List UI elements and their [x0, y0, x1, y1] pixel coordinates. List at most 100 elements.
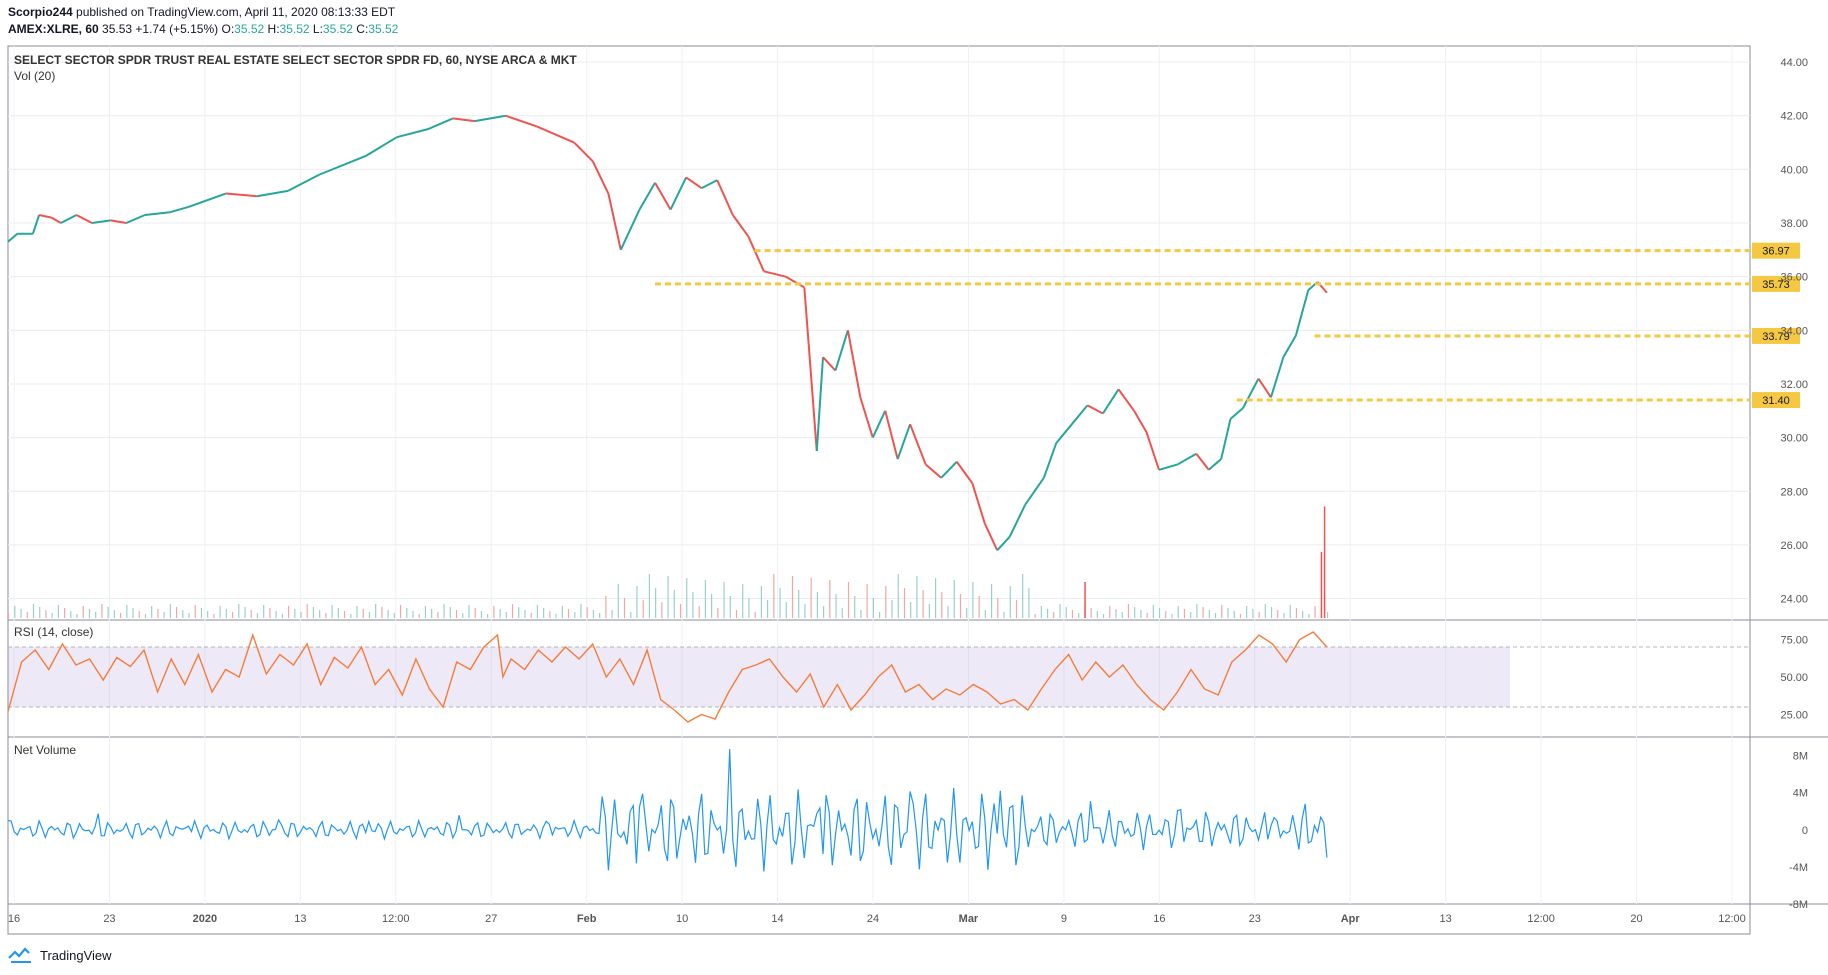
volume-bar	[1202, 607, 1204, 618]
volume-bar	[897, 574, 899, 618]
price-segment	[38, 214, 52, 219]
price-tick-label: 24.00	[1780, 594, 1808, 606]
open-label: O:	[221, 22, 235, 36]
volume-bar	[225, 609, 227, 618]
price-segment	[896, 423, 912, 460]
author-name[interactable]: Scorpio244	[8, 5, 73, 19]
net-volume-tick-label: -8M	[1789, 899, 1808, 911]
volume-bar	[63, 608, 66, 618]
volume-bar	[381, 607, 383, 618]
volume-spike	[1320, 552, 1323, 618]
volume-bar	[1258, 612, 1260, 618]
chart-area[interactable]: 36.97 35.73 33.79 31.40 44.00 42.00 40.00 38.0…	[0, 42, 1828, 947]
volume-bar	[829, 580, 831, 618]
volume-bar	[95, 612, 97, 618]
price-segment	[188, 192, 227, 208]
volume-bar	[717, 608, 719, 618]
volume-bar	[642, 600, 644, 618]
volume-bar	[711, 594, 713, 618]
volume-bar	[70, 611, 72, 618]
high-value: 35.52	[279, 22, 310, 36]
open-value: 35.52	[234, 22, 265, 36]
volume-bar	[1233, 611, 1235, 618]
volume-bar	[331, 605, 333, 618]
volume-bar	[704, 580, 706, 618]
price-segment	[1242, 378, 1260, 409]
volume-bar	[368, 612, 371, 618]
volume-bar	[449, 607, 451, 618]
price-segment	[607, 193, 622, 251]
chart-header: Scorpio244 published on TradingView.com,…	[8, 4, 398, 38]
volume-bar	[144, 614, 147, 618]
volume-bar	[1096, 611, 1098, 618]
price-tick-label: 40.00	[1780, 164, 1808, 176]
volume-bar	[101, 604, 103, 618]
price-axis[interactable]: 44.00 42.00 40.00 38.00 36.00 34.00 32.00 30.00…	[1780, 57, 1808, 911]
volume-bar	[879, 612, 881, 618]
price-tick-label: 26.00	[1780, 540, 1808, 552]
price-tick-label: 32.00	[1780, 379, 1808, 391]
footer-brand[interactable]: TradingView	[40, 947, 112, 963]
volume-bar	[947, 606, 949, 618]
volume-bar	[163, 612, 165, 618]
volume-bar	[287, 606, 290, 618]
volume-bar	[1171, 614, 1173, 618]
volume-bar	[990, 584, 993, 618]
price-segment	[971, 482, 986, 524]
volume-bar	[1308, 614, 1310, 618]
volume-bar	[499, 609, 501, 618]
volume-bar	[175, 607, 178, 618]
volume-bar	[1302, 611, 1304, 618]
volume-bar	[1071, 610, 1074, 618]
net-volume-tick-label: 4M	[1793, 788, 1808, 800]
volume-bar	[1059, 604, 1061, 618]
volume-bar	[1214, 613, 1217, 618]
volume-bar	[219, 606, 221, 618]
price-segment	[452, 117, 475, 123]
volume-bar	[275, 611, 277, 618]
volume-bar	[26, 612, 28, 618]
low-value: 35.52	[322, 22, 353, 36]
volume-bar	[1065, 607, 1067, 618]
volume-bar	[617, 584, 619, 618]
volume-bar	[854, 596, 856, 618]
chart-svg[interactable]: 36.97 35.73 33.79 31.40 44.00 42.00 40.00 38.0…	[0, 42, 1828, 942]
price-segment	[871, 410, 887, 439]
volume-bar	[1152, 605, 1154, 618]
level-price-tag	[1752, 242, 1800, 259]
price-tick-label: 30.00	[1780, 433, 1808, 445]
price-tick-label: 44.00	[1780, 57, 1808, 69]
volume-bar	[773, 574, 775, 618]
volume-bar	[953, 580, 955, 618]
volume-bars	[8, 506, 1329, 618]
time-axis[interactable]: 16 23 2020 13 12:00 27 Feb 10 14 24 Mar 9 16 23 Apr 13 1…	[8, 913, 1746, 925]
price-segment	[638, 182, 656, 211]
volume-bar	[1270, 607, 1273, 618]
price-segment	[144, 211, 170, 216]
volume-bar	[574, 612, 576, 618]
price-tick-label: 34.00	[1780, 325, 1808, 337]
price-segment	[396, 128, 429, 139]
volume-bar	[107, 607, 109, 618]
time-tick-label: 10	[676, 913, 688, 925]
rsi-band	[8, 646, 1750, 708]
price-change: +1.74 (+5.15%)	[135, 22, 219, 36]
volume-bar	[1264, 604, 1266, 618]
price-segment	[925, 463, 942, 479]
volume-bar	[592, 610, 595, 618]
level-price-label: 33.79	[1762, 331, 1790, 343]
volume-bar	[543, 608, 545, 618]
volume-bar	[200, 608, 203, 618]
price-segment	[427, 117, 454, 131]
volume-bar	[841, 608, 843, 618]
volume-bar	[231, 612, 234, 618]
horizontal-levels[interactable]: 36.97 35.73 33.79 31.40	[655, 242, 1800, 409]
volume-bar	[779, 588, 781, 618]
time-tick-label: 13	[294, 913, 306, 925]
volume-bar	[903, 588, 906, 618]
time-tick-label: Feb	[577, 913, 597, 925]
price-segment	[31, 214, 41, 235]
volume-bar	[362, 609, 364, 618]
volume-bar	[686, 578, 688, 618]
price-segment	[909, 423, 927, 465]
